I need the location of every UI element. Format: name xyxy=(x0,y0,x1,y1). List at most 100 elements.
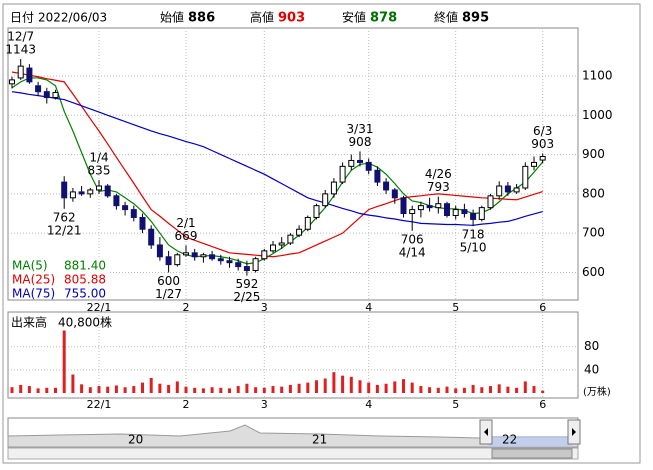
ma-line xyxy=(11,71,543,258)
candle-body xyxy=(339,165,346,183)
legend-name: MA(25) xyxy=(12,273,55,287)
candle-body xyxy=(539,156,546,161)
candle-body xyxy=(296,228,303,236)
volume-bar xyxy=(393,381,397,393)
annotation-value: 669 xyxy=(175,229,198,243)
x-tick-label: 22/1 xyxy=(87,301,112,314)
low-label: 安値 xyxy=(342,10,366,25)
volume-bar xyxy=(219,387,223,393)
candle-body xyxy=(417,205,424,211)
y-tick-label: 800 xyxy=(582,186,605,200)
candle-body xyxy=(426,205,433,209)
candle-body xyxy=(69,191,76,199)
candle-body xyxy=(261,250,268,260)
candle-body xyxy=(435,203,442,209)
navigator-label: 22 xyxy=(502,433,517,447)
volume-bar xyxy=(462,387,466,393)
open: 886 xyxy=(188,11,215,26)
volume-bar xyxy=(10,387,14,393)
annotation-date: 5/10 xyxy=(460,241,487,255)
y-tick-label: 1000 xyxy=(582,108,613,122)
candle-body xyxy=(183,252,189,256)
volume-bar xyxy=(123,387,127,393)
candle-body xyxy=(357,159,363,163)
annotation-date: 1/4 xyxy=(89,151,108,165)
volume-bar xyxy=(149,377,153,393)
x-tick-label: 6 xyxy=(539,301,546,314)
x-tick-label: 22/1 xyxy=(87,398,112,411)
x-tick-label: 3 xyxy=(261,398,268,411)
navigator-label: 21 xyxy=(312,433,327,447)
candle-body xyxy=(348,159,355,167)
annotation-value: 592 xyxy=(235,277,258,291)
x-tick-label: 6 xyxy=(539,398,546,411)
candle-body xyxy=(313,205,320,218)
candle-body xyxy=(531,161,537,167)
candle-body xyxy=(96,185,102,191)
volume-bar xyxy=(201,388,205,393)
volume-bar xyxy=(375,384,379,393)
candle-body xyxy=(209,254,216,260)
y-tick-label: 700 xyxy=(582,226,605,240)
volume-bar xyxy=(332,372,336,393)
volume-bar xyxy=(210,387,214,393)
annotation-value: 1143 xyxy=(5,43,36,57)
open-label: 始値 xyxy=(160,10,184,25)
scroll-thumb[interactable] xyxy=(491,448,573,459)
volume-bar xyxy=(489,386,492,393)
volume-bar xyxy=(349,376,353,393)
legend-value: 805.88 xyxy=(64,273,106,287)
legend-box xyxy=(9,259,108,299)
candle-body xyxy=(400,197,407,215)
annotation-value: 903 xyxy=(531,137,554,151)
candle-body xyxy=(87,189,94,195)
annotation-value: 793 xyxy=(427,180,450,194)
volume-bar xyxy=(158,383,162,393)
candle-body xyxy=(191,252,198,258)
annotation-date: 4/14 xyxy=(399,245,426,259)
candle-body xyxy=(217,258,224,262)
volume-bar xyxy=(471,384,475,393)
candle-body xyxy=(165,256,172,266)
navigator-window[interactable] xyxy=(488,436,572,447)
volume-bar xyxy=(19,384,23,393)
candle-body xyxy=(487,195,494,209)
volume-bar xyxy=(245,383,249,393)
x-tick-label: 3 xyxy=(261,301,268,314)
volume-bar xyxy=(480,387,484,393)
volume-bar xyxy=(419,386,423,393)
annotation-value: 706 xyxy=(401,232,424,246)
volume-bar xyxy=(167,384,171,393)
y-tick-label: 1100 xyxy=(582,68,613,82)
candle-body xyxy=(156,244,163,258)
volume-title: 出来高 xyxy=(11,315,47,330)
candle-body xyxy=(304,216,311,230)
volume-bar xyxy=(367,382,371,393)
y-tick-label: 900 xyxy=(582,147,605,161)
x-tick-label: 2 xyxy=(183,301,190,314)
candle-body xyxy=(235,262,242,268)
candle-body xyxy=(452,209,459,216)
candle-body xyxy=(139,216,146,230)
scrollbar[interactable] xyxy=(7,447,579,460)
volume-bar xyxy=(54,387,57,393)
candle-body xyxy=(383,181,390,191)
candle-body xyxy=(226,260,233,264)
candle-body xyxy=(174,254,181,266)
volume-bar xyxy=(306,382,310,393)
candle-body xyxy=(374,169,381,183)
volume-bar xyxy=(410,382,414,393)
legend-name: MA(5) xyxy=(12,259,48,273)
volume-bar xyxy=(454,388,458,393)
candle-body xyxy=(513,187,520,193)
candle-body xyxy=(391,189,398,199)
date-label: 日付 xyxy=(10,11,34,25)
y-tick-label: 600 xyxy=(582,265,605,279)
volume-bar xyxy=(315,380,318,393)
annotation-date: 6/3 xyxy=(533,124,552,138)
volume-bar xyxy=(62,330,66,393)
close: 895 xyxy=(462,11,489,26)
volume-bar xyxy=(36,388,40,393)
ma-line xyxy=(11,91,543,226)
candle-body xyxy=(252,258,259,272)
